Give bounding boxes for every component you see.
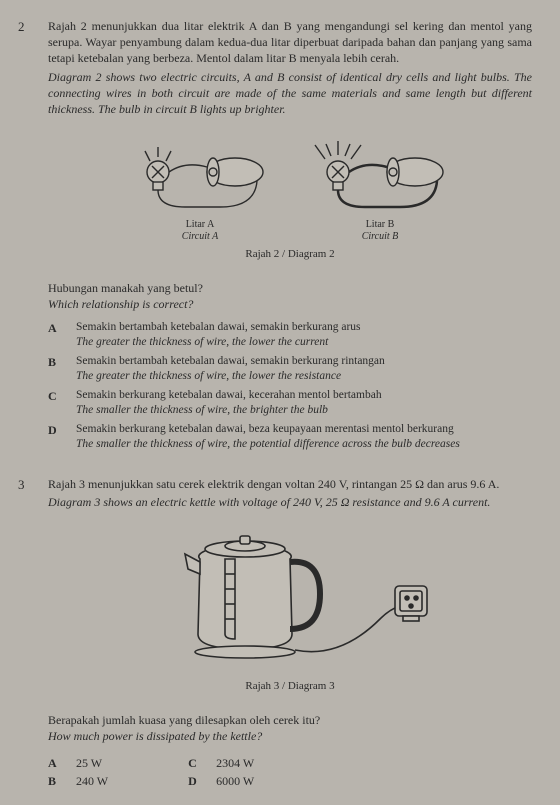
circuits-figure: Litar A Circuit A (48, 139, 532, 243)
q2-text-english: Diagram 2 shows two electric circuits, A… (48, 69, 532, 118)
question-3: 3 Rajah 3 menunjukkan satu cerek elektri… (18, 476, 532, 791)
circuit-b-label: Litar B Circuit B (305, 219, 455, 243)
q3-body: Rajah 3 menunjukkan satu cerek elektrik … (48, 476, 532, 791)
circuit-a: Litar A Circuit A (125, 139, 275, 243)
q2-option-d: D Semakin berkurang ketebalan dawai, bez… (48, 422, 532, 452)
q2-text-malay: Rajah 2 menunjukkan dua litar elektrik A… (48, 18, 532, 67)
circuit-a-label: Litar A Circuit A (125, 219, 275, 243)
q3-text-malay: Rajah 3 menunjukkan satu cerek elektrik … (48, 476, 532, 492)
q3-answer-b: B240 W (48, 773, 108, 789)
q3-answers: A25 W B240 W C2304 W D6000 W (48, 755, 532, 791)
circuit-b: Litar B Circuit B (305, 139, 455, 243)
q3-number: 3 (18, 476, 32, 791)
q2-body: Rajah 2 menunjukkan dua litar elektrik A… (48, 18, 532, 456)
q3-answer-c: C2304 W (188, 755, 254, 771)
kettle-icon (140, 524, 440, 669)
figure-2-caption: Rajah 2 / Diagram 2 (48, 247, 532, 262)
q2-subquestion: Hubungan manakah yang betul? Which relat… (48, 280, 532, 312)
figure-3-caption: Rajah 3 / Diagram 3 (48, 679, 532, 694)
kettle-figure (48, 524, 532, 673)
q3-answer-a: A25 W (48, 755, 108, 771)
q2-option-b: B Semakin bertambah ketebalan dawai, sem… (48, 354, 532, 384)
circuit-b-icon (305, 139, 455, 217)
question-2: 2 Rajah 2 menunjukkan dua litar elektrik… (18, 18, 532, 456)
q2-number: 2 (18, 18, 32, 456)
q3-subquestion: Berapakah jumlah kuasa yang dilesapkan o… (48, 712, 532, 744)
q2-option-a: A Semakin bertambah ketebalan dawai, sem… (48, 320, 532, 350)
q3-answer-d: D6000 W (188, 773, 254, 789)
q3-text-english: Diagram 3 shows an electric kettle with … (48, 494, 532, 510)
circuit-a-icon (125, 139, 275, 217)
q2-option-c: C Semakin berkurang ketebalan dawai, kec… (48, 388, 532, 418)
q2-options: A Semakin bertambah ketebalan dawai, sem… (48, 320, 532, 452)
